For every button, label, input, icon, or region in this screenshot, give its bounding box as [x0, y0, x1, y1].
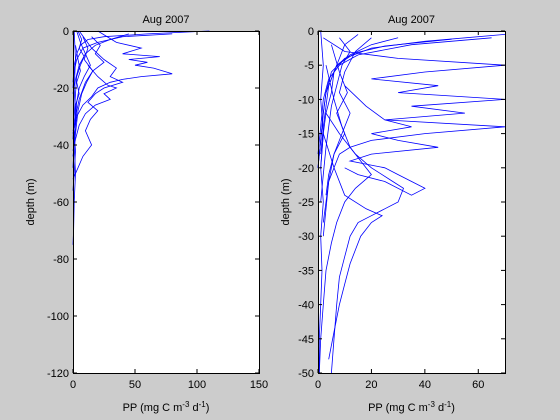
y-tick-label: -100 [47, 311, 69, 323]
series-line-13 [322, 44, 348, 237]
ticks-group: 0 50 100 150 0 -20 -40 -60 -80 -100 -120 [47, 26, 268, 391]
series-line-10 [320, 34, 359, 168]
y-tick-label: -15 [298, 129, 314, 141]
y-tick-label: -40 [53, 140, 69, 152]
x-tick-label: 50 [129, 379, 141, 391]
series-line-11 [320, 37, 351, 203]
chart-title: Aug 2007 [142, 14, 189, 26]
y-tick-label: -20 [53, 83, 69, 95]
series-line-12 [318, 30, 324, 373]
y-tick-label: -10 [298, 94, 314, 106]
chart-right: 0 20 40 60 0 -5 -10 -15 -20 -25 -30 -35 -40 -45 -50 Au… [280, 14, 506, 414]
series-group [317, 30, 506, 374]
series-line-3 [322, 37, 506, 223]
x-tick-label: 150 [250, 379, 268, 391]
y-tick-label: -120 [47, 368, 69, 380]
series-line-5 [325, 112, 404, 374]
y-tick-label: -80 [53, 254, 69, 266]
y-tick-label: 0 [308, 26, 314, 38]
plot-area [318, 31, 505, 373]
y-tick-label: -20 [298, 163, 314, 175]
x-tick-label: 0 [70, 379, 76, 391]
series-line-10 [72, 30, 85, 140]
x-tick-label: 0 [315, 379, 321, 391]
y-tick-label: -25 [298, 197, 314, 209]
x-tick-label: 40 [419, 379, 431, 391]
plot-area [73, 31, 259, 373]
ticks-group: 0 20 40 60 0 -5 -10 -15 -20 -25 -30 -35 -40 -45 -50 [298, 26, 505, 391]
y-tick-label: -30 [298, 231, 314, 243]
y-tick-label: -40 [298, 300, 314, 312]
y-tick-label: -45 [298, 334, 314, 346]
y-tick-label: -5 [304, 60, 314, 72]
series-line-1 [72, 30, 210, 83]
series-line-3 [72, 30, 173, 131]
y-tick-label: 0 [63, 26, 69, 38]
x-axis-label: PP (mg C m-3 d-1) [123, 400, 210, 415]
series-line-6 [322, 133, 383, 360]
x-tick-label: 100 [188, 379, 206, 391]
series-line-5 [72, 64, 118, 151]
x-tick-label: 60 [472, 379, 484, 391]
y-axis-label: depth (m) [280, 178, 292, 225]
x-tick-label: 20 [365, 379, 377, 391]
y-tick-label: -60 [53, 197, 69, 209]
series-line-7 [72, 36, 94, 157]
y-tick-label: -50 [298, 368, 314, 380]
y-tick-label: -35 [298, 265, 314, 277]
series-line-12 [72, 33, 129, 94]
series-line-4 [344, 85, 439, 196]
series-line-11 [72, 36, 105, 134]
series-line-14 [325, 37, 372, 196]
y-axis-label: depth (m) [25, 178, 37, 225]
series-line-4 [72, 30, 124, 180]
chart-title: Aug 2007 [388, 14, 435, 26]
x-axis-label: PP (mg C m-3 d-1) [368, 400, 455, 415]
